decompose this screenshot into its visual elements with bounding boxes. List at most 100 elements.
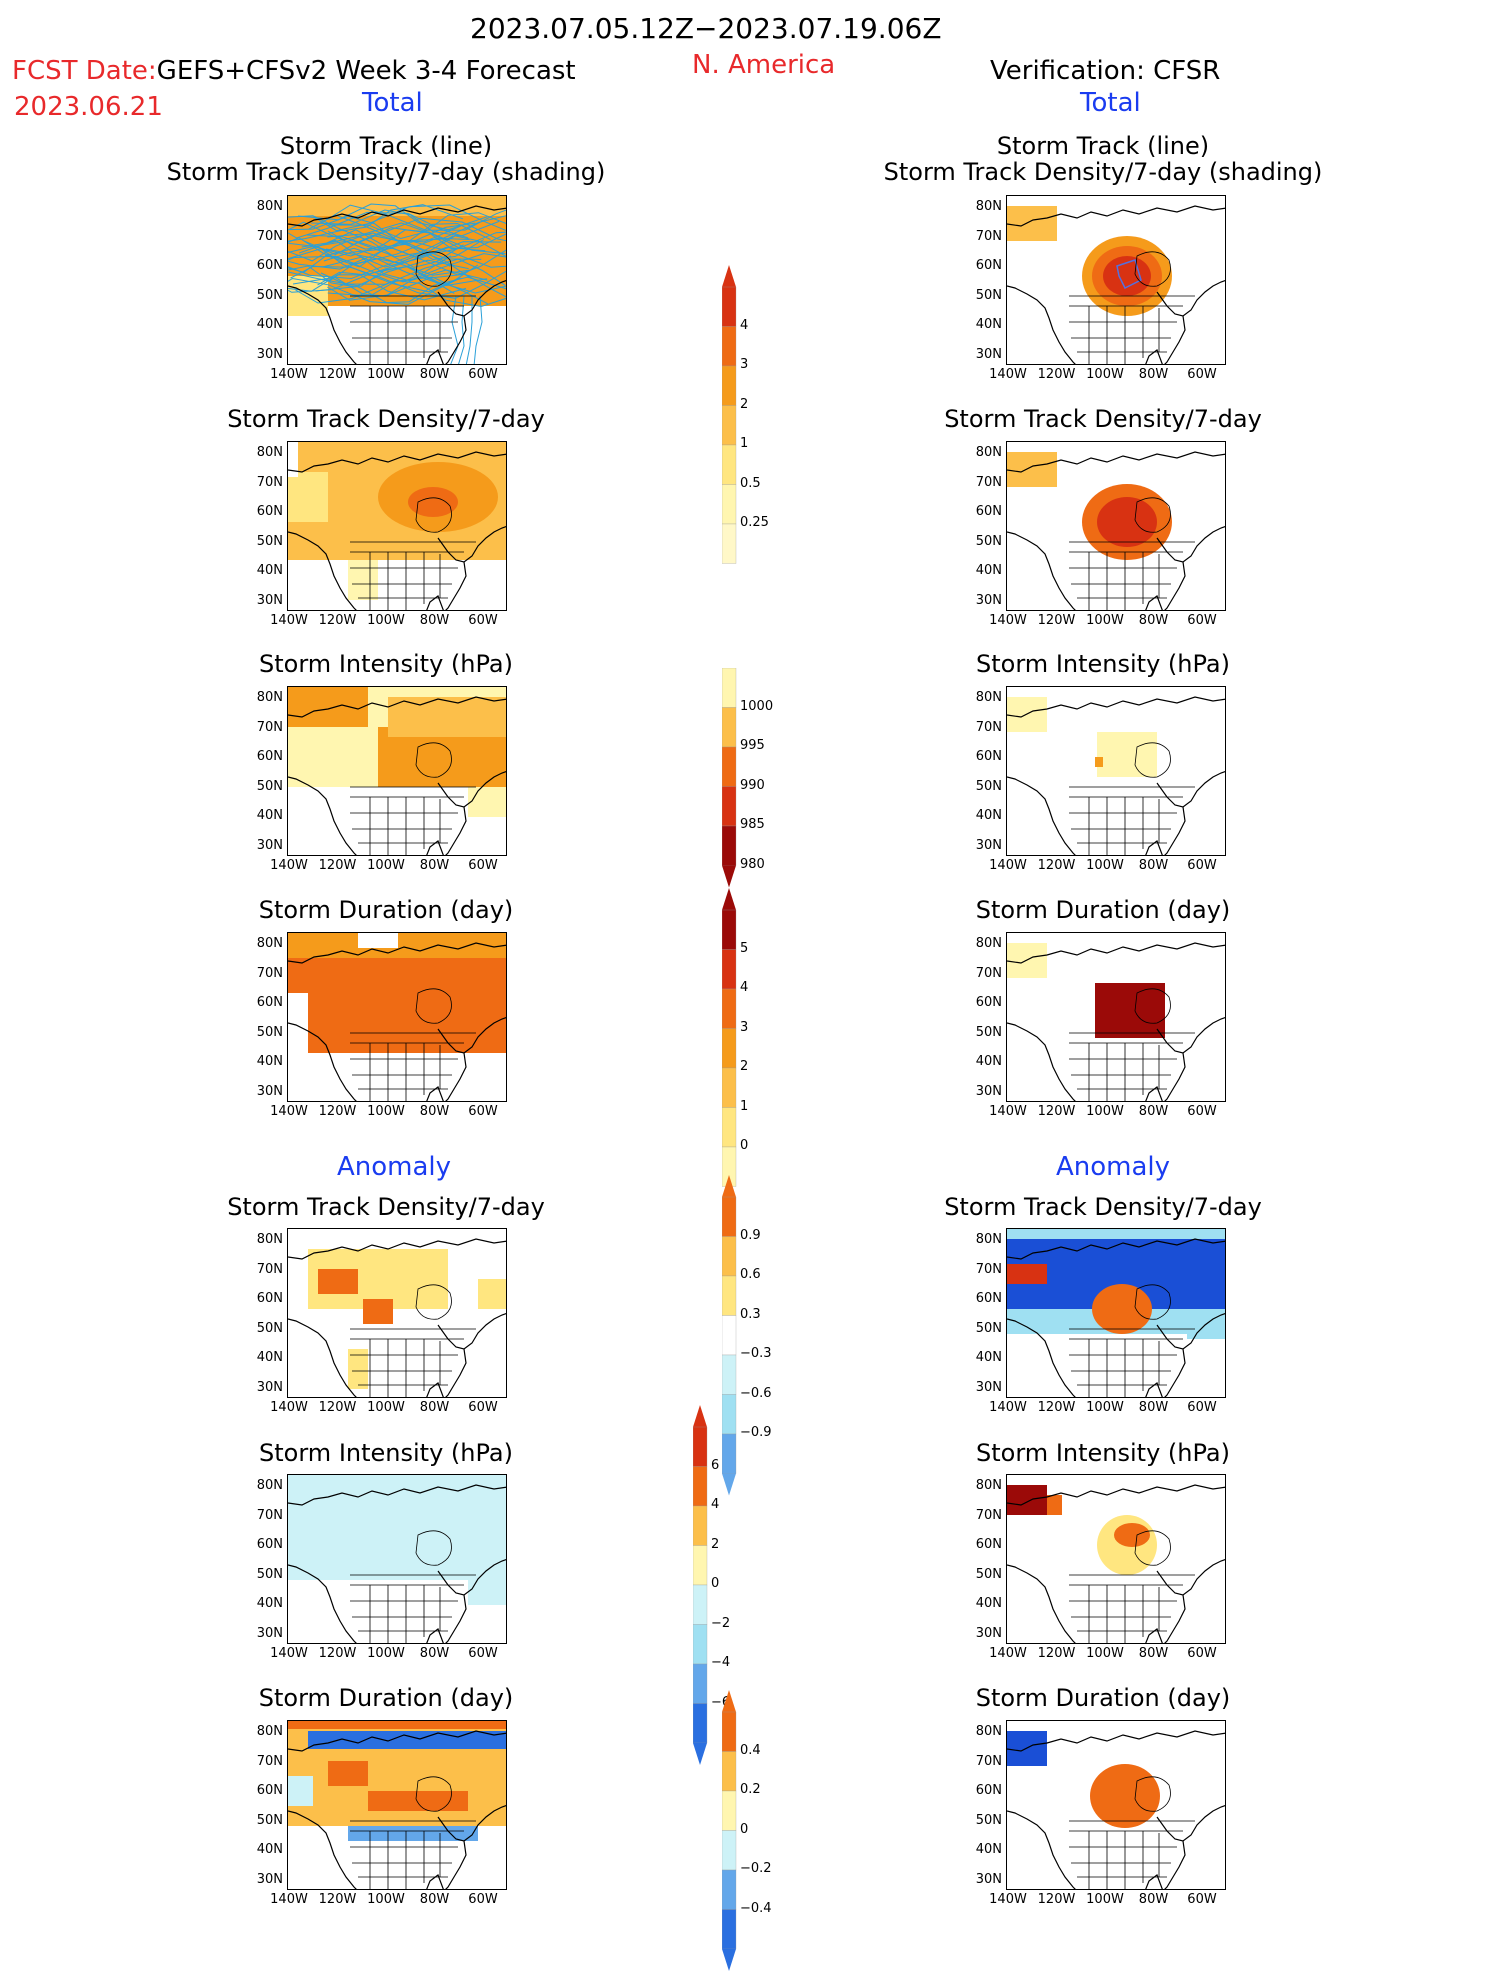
- lon-tick-label: 60W: [1187, 613, 1217, 628]
- lat-tick-label: 60N: [975, 1537, 1002, 1552]
- lat-tick-label: 60N: [256, 749, 283, 764]
- colorbar-tick-label: −0.9: [740, 1425, 772, 1440]
- colorbar-density-anomaly: [722, 1175, 737, 1496]
- anomaly-label-left: Anomaly: [337, 1152, 452, 1182]
- title-anom-duration-left: Storm Duration (day): [258, 1684, 514, 1712]
- lat-tick-label: 40N: [975, 1842, 1002, 1857]
- lat-tick-label: 60N: [975, 1783, 1002, 1798]
- title-density-right: Storm Track Density/7-day: [944, 405, 1262, 433]
- lon-tick-label: 60W: [1187, 1400, 1217, 1415]
- lon-tick-label: 120W: [318, 1646, 357, 1661]
- lon-tick-label: 120W: [1037, 1400, 1076, 1415]
- lat-tick-label: 70N: [975, 719, 1002, 735]
- lon-tick-label: 60W: [1187, 858, 1217, 873]
- lat-tick-label: 50N: [975, 533, 1002, 549]
- lat-tick-label: 70N: [256, 474, 283, 490]
- lon-tick-label: 60W: [1187, 1646, 1217, 1661]
- colorbar-tick-label: 0.25: [740, 515, 769, 530]
- lat-tick-label: 50N: [256, 1320, 283, 1336]
- lon-tick-label: 100W: [367, 367, 405, 382]
- fcst-date-label: FCST Date:GEFS+CFSv2 Week 3-4 Forecast: [12, 56, 576, 86]
- lat-tick-label: 80N: [975, 690, 1002, 705]
- lon-tick-label: 140W: [989, 1400, 1027, 1415]
- map-track-cfsr: [1006, 195, 1226, 365]
- lat-tick-label: 40N: [256, 808, 283, 823]
- lat-tick-label: 60N: [256, 1783, 283, 1798]
- colorbar-tick-label: 0.2: [740, 1782, 761, 1797]
- lat-tick-label: 80N: [256, 936, 283, 951]
- lat-tick-label: 60N: [256, 258, 283, 273]
- lon-tick-label: 80W: [419, 858, 450, 873]
- map-duration-cfsr: [1006, 932, 1226, 1102]
- lat-tick-label: 40N: [975, 1054, 1002, 1069]
- lon-tick-label: 120W: [318, 1892, 357, 1907]
- lat-tick-label: 30N: [975, 1379, 1002, 1395]
- map-track-forecast: [287, 195, 507, 365]
- title-intensity-right: Storm Intensity (hPa): [976, 650, 1230, 678]
- lat-tick-label: 50N: [256, 1812, 283, 1828]
- lat-tick-label: 80N: [975, 936, 1002, 951]
- colorbar-tick-label: 5: [740, 940, 749, 956]
- lat-tick-label: 30N: [975, 1871, 1002, 1887]
- lon-tick-label: 140W: [989, 1104, 1027, 1119]
- lat-tick-label: 70N: [975, 1507, 1002, 1523]
- title-anom-intensity-left: Storm Intensity (hPa): [259, 1439, 513, 1467]
- lat-tick-label: 40N: [256, 1842, 283, 1857]
- lat-tick-label: 50N: [256, 287, 283, 303]
- lon-tick-label: 140W: [270, 1892, 308, 1907]
- lon-tick-label: 100W: [1086, 1892, 1124, 1907]
- lon-tick-label: 140W: [270, 613, 308, 628]
- lat-tick-label: 60N: [975, 258, 1002, 273]
- lat-tick-label: 50N: [975, 1812, 1002, 1828]
- lat-tick-label: 50N: [975, 1320, 1002, 1336]
- lon-tick-label: 60W: [468, 1892, 498, 1907]
- lon-tick-label: 100W: [367, 1400, 405, 1415]
- lon-tick-label: 60W: [1187, 1892, 1217, 1907]
- lat-tick-label: 30N: [256, 1625, 283, 1641]
- colorbar-tick-label: 4: [711, 1497, 720, 1512]
- lat-tick-label: 80N: [256, 1232, 283, 1247]
- title-density-left: Storm Track Density/7-day: [227, 405, 545, 433]
- lat-tick-label: 70N: [975, 965, 1002, 981]
- lat-tick-label: 50N: [975, 1024, 1002, 1040]
- lon-tick-label: 60W: [1187, 1104, 1217, 1119]
- lat-tick-label: 30N: [975, 346, 1002, 362]
- lon-tick-label: 60W: [468, 367, 498, 382]
- lon-tick-label: 100W: [367, 1104, 405, 1119]
- colorbar-tick-label: 2: [740, 396, 749, 412]
- lat-tick-label: 50N: [256, 533, 283, 549]
- lon-tick-label: 100W: [1086, 1400, 1124, 1415]
- lon-tick-label: 60W: [468, 1104, 498, 1119]
- colorbar-tick-label: 0.6: [740, 1267, 761, 1282]
- colorbar-tick-label: 2: [711, 1536, 720, 1552]
- map-density-cfsr: [1006, 441, 1226, 611]
- lat-tick-label: 80N: [256, 1724, 283, 1739]
- lat-tick-label: 30N: [975, 837, 1002, 853]
- title-anom-density-left: Storm Track Density/7-day: [227, 1193, 545, 1221]
- lon-tick-label: 100W: [1086, 1646, 1124, 1661]
- lon-tick-label: 100W: [367, 613, 405, 628]
- colorbar-tick-label: −0.4: [740, 1900, 772, 1916]
- lon-tick-label: 140W: [270, 1400, 308, 1415]
- lon-tick-label: 140W: [270, 1646, 308, 1661]
- lon-tick-label: 120W: [1037, 858, 1076, 873]
- map-intensity-anomaly-forecast: [287, 1474, 507, 1644]
- colorbar-tick-label: 6: [711, 1457, 720, 1473]
- lon-tick-label: 140W: [270, 367, 308, 382]
- title-track-shading-left: Storm Track Density/7-day (shading): [166, 158, 606, 186]
- lat-tick-label: 70N: [975, 1753, 1002, 1769]
- region-label: N. America: [692, 50, 836, 80]
- lat-tick-label: 80N: [256, 1478, 283, 1493]
- lon-tick-label: 100W: [1086, 858, 1124, 873]
- title-intensity-left: Storm Intensity (hPa): [259, 650, 513, 678]
- lat-tick-label: 40N: [975, 563, 1002, 578]
- lon-tick-label: 100W: [367, 858, 405, 873]
- colorbar-tick-label: −0.3: [740, 1346, 772, 1361]
- colorbar-tick-label: 0.5: [740, 475, 761, 491]
- title-track-line-right: Storm Track (line): [996, 132, 1210, 160]
- colorbar-tick-label: 0.9: [740, 1227, 761, 1243]
- fcst-model: GEFS+CFSv2 Week 3-4 Forecast: [156, 56, 576, 86]
- lat-tick-label: 70N: [975, 228, 1002, 244]
- title-anom-intensity-right: Storm Intensity (hPa): [976, 1439, 1230, 1467]
- colorbar-tick-label: −0.6: [740, 1385, 772, 1401]
